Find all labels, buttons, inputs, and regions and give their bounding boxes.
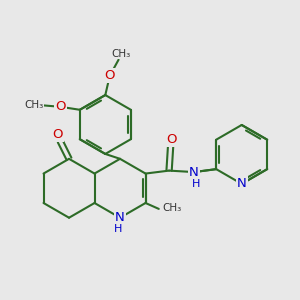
Text: O: O [104, 69, 115, 82]
Text: N: N [189, 166, 199, 178]
Text: H: H [191, 179, 200, 189]
Text: O: O [56, 100, 66, 113]
Text: CH₃: CH₃ [162, 203, 182, 213]
Text: CH₃: CH₃ [25, 100, 44, 110]
Text: O: O [166, 133, 176, 146]
Text: CH₃: CH₃ [111, 49, 130, 59]
Text: H: H [114, 224, 123, 234]
Text: N: N [237, 177, 247, 190]
Text: O: O [52, 128, 62, 141]
Text: N: N [115, 211, 125, 224]
